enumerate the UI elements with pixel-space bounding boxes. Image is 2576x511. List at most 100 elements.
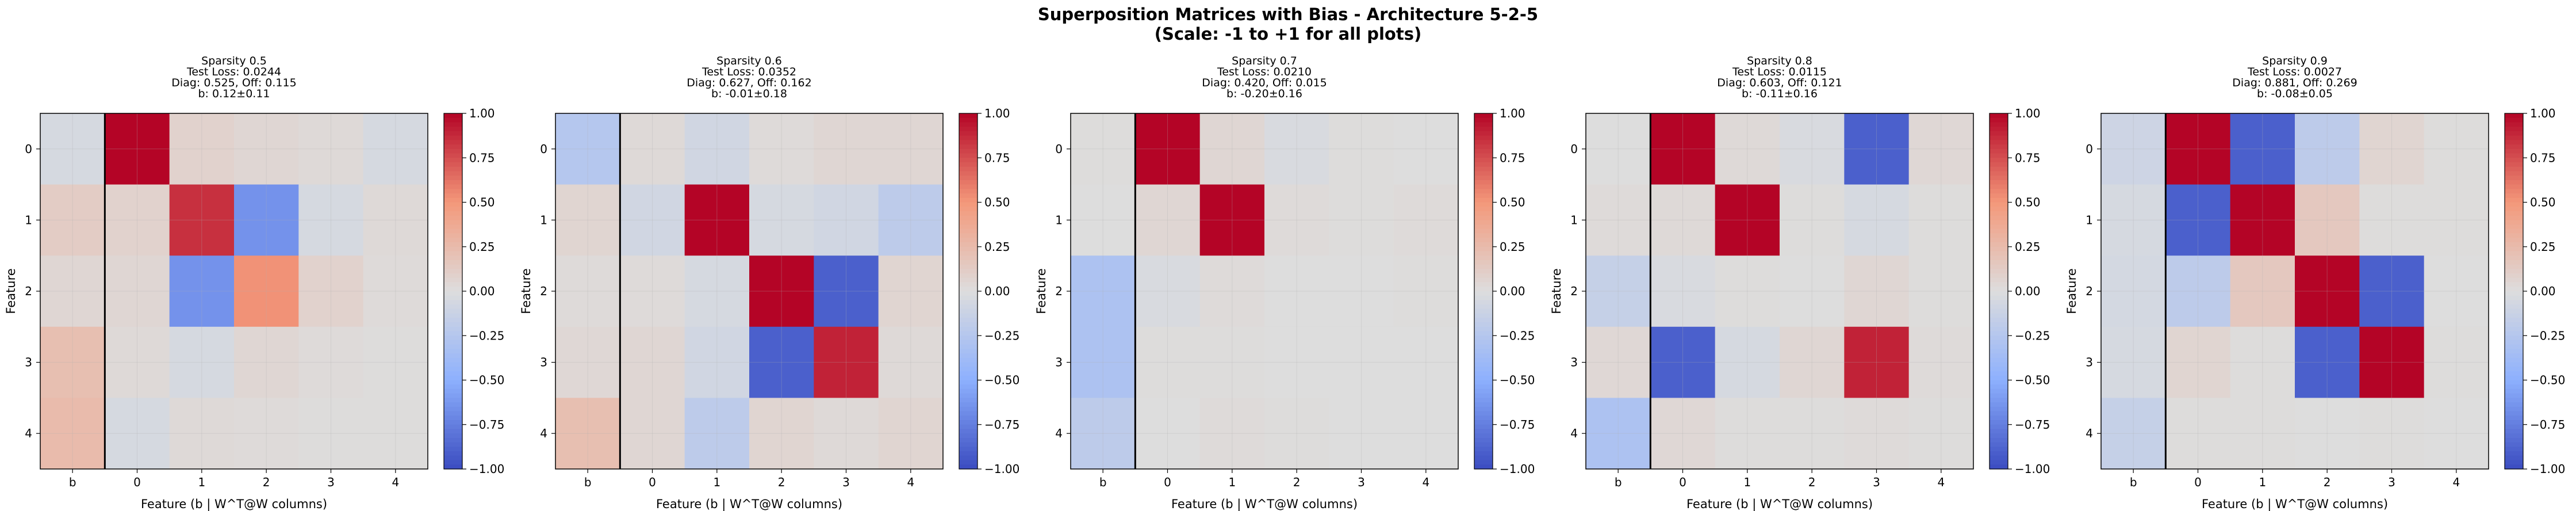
heatmap-cell bbox=[40, 184, 105, 256]
heatmap-cell bbox=[555, 326, 620, 398]
colorbar-segment bbox=[959, 442, 977, 447]
colorbar-segment bbox=[1989, 291, 2008, 296]
heatmap-cell bbox=[2295, 184, 2360, 256]
heatmap-cell bbox=[878, 184, 944, 256]
x-tick-label: 2 bbox=[263, 475, 270, 489]
colorbar-segment bbox=[1989, 264, 2008, 269]
heatmap-cell bbox=[1908, 113, 1974, 185]
x-tick-label: 4 bbox=[1422, 475, 1429, 489]
colorbar-segment bbox=[959, 384, 977, 390]
colorbar-tick-label: 0.50 bbox=[1500, 196, 1525, 209]
colorbar-segment bbox=[959, 158, 977, 163]
colorbar-segment bbox=[1474, 357, 1493, 363]
heatmap-cell bbox=[40, 326, 105, 398]
colorbar-segment bbox=[1474, 233, 1493, 238]
heatmap-cell bbox=[684, 184, 750, 256]
colorbar-segment bbox=[1474, 411, 1493, 416]
colorbar-segment bbox=[2505, 384, 2523, 390]
colorbar-segment bbox=[959, 429, 977, 434]
colorbar-segment bbox=[444, 260, 462, 265]
heatmap-cell bbox=[1586, 113, 1651, 185]
x-tick-label: 0 bbox=[133, 475, 141, 489]
y-tick-label: 4 bbox=[1055, 426, 1063, 440]
colorbar-segment bbox=[444, 388, 462, 394]
colorbar-segment bbox=[1989, 184, 2008, 189]
colorbar-segment bbox=[959, 148, 977, 154]
colorbar-segment bbox=[2505, 215, 2523, 220]
y-tick-label: 2 bbox=[540, 284, 547, 298]
panel-title-line: Test Loss: 0.0210 bbox=[1217, 66, 1312, 78]
colorbar-tick-label: −0.25 bbox=[1500, 329, 1535, 342]
colorbar-segment bbox=[1989, 357, 2008, 363]
colorbar-segment bbox=[2505, 326, 2523, 332]
colorbar-segment bbox=[959, 340, 977, 345]
colorbar-segment bbox=[2505, 193, 2523, 199]
colorbar-segment bbox=[1474, 246, 1493, 252]
colorbar-segment bbox=[444, 127, 462, 132]
colorbar-segment bbox=[1989, 238, 2008, 243]
colorbar-segment bbox=[1989, 122, 2008, 127]
x-tick-label: 0 bbox=[1164, 475, 1171, 489]
x-tick-label: 0 bbox=[1679, 475, 1686, 489]
colorbar-segment bbox=[1474, 313, 1493, 318]
colorbar-segment bbox=[959, 388, 977, 394]
colorbar-segment bbox=[1989, 295, 2008, 301]
colorbar-segment bbox=[444, 460, 462, 465]
colorbar-segment bbox=[1474, 437, 1493, 443]
heatmap-cell bbox=[2359, 398, 2425, 470]
heatmap-cell bbox=[1071, 398, 1136, 470]
heatmap-cell bbox=[814, 184, 879, 256]
colorbar-segment bbox=[1474, 158, 1493, 163]
x-tick-label: 4 bbox=[2452, 475, 2460, 489]
heatmap-cell bbox=[1586, 255, 1651, 327]
colorbar-segment bbox=[959, 246, 977, 252]
colorbar-segment bbox=[2505, 344, 2523, 350]
heatmap-cell bbox=[1780, 255, 1845, 327]
heatmap-cell bbox=[1135, 255, 1201, 327]
heatmap-cell bbox=[2101, 184, 2166, 256]
heatmap-cell bbox=[1908, 398, 1974, 470]
colorbar-segment bbox=[959, 113, 977, 119]
colorbar-segment bbox=[444, 455, 462, 461]
x-tick-label: 2 bbox=[1808, 475, 1816, 489]
heatmap-cell bbox=[1071, 326, 1136, 398]
colorbar-segment bbox=[1989, 353, 2008, 359]
colorbar-segment bbox=[959, 211, 977, 216]
colorbar-tick-label: 0.75 bbox=[2015, 151, 2041, 165]
colorbar-segment bbox=[1989, 273, 2008, 279]
x-tick-label: 3 bbox=[1358, 475, 1365, 489]
heatmap-cell bbox=[105, 398, 170, 470]
colorbar-segment bbox=[2505, 166, 2523, 172]
y-tick-label: 1 bbox=[2086, 213, 2093, 227]
colorbar-segment bbox=[959, 287, 977, 292]
colorbar-segment bbox=[959, 193, 977, 199]
colorbar-segment bbox=[2505, 308, 2523, 314]
colorbar-segment bbox=[1989, 193, 2008, 199]
colorbar-segment bbox=[1474, 282, 1493, 287]
colorbar-segment bbox=[444, 340, 462, 345]
panel-title-line: Test Loss: 0.0352 bbox=[702, 66, 796, 78]
colorbar-segment bbox=[1989, 176, 2008, 181]
colorbar-segment bbox=[444, 140, 462, 145]
colorbar-tick-label: 0.00 bbox=[469, 284, 495, 298]
colorbar-segment bbox=[1989, 340, 2008, 345]
colorbar-segment bbox=[1989, 349, 2008, 354]
x-tick-label: 4 bbox=[907, 475, 914, 489]
colorbar-segment bbox=[2505, 300, 2523, 305]
colorbar-segment bbox=[959, 331, 977, 336]
colorbar-segment bbox=[1474, 220, 1493, 225]
colorbar-segment bbox=[1989, 197, 2008, 203]
colorbar-segment bbox=[444, 362, 462, 367]
colorbar-segment bbox=[959, 228, 977, 234]
x-axis-label: Feature (b | W^T@W columns) bbox=[2202, 497, 2388, 511]
heatmap-cell bbox=[169, 184, 235, 256]
colorbar-tick-label: −1.00 bbox=[984, 462, 1019, 476]
colorbar-segment bbox=[1989, 322, 2008, 327]
heatmap-cell bbox=[234, 184, 299, 256]
colorbar-tick-label: 0.75 bbox=[469, 151, 495, 165]
panel-title-line: b: 0.12±0.11 bbox=[198, 87, 270, 100]
colorbar-segment bbox=[1989, 220, 2008, 225]
colorbar-segment bbox=[1989, 242, 2008, 247]
colorbar-segment bbox=[959, 318, 977, 323]
